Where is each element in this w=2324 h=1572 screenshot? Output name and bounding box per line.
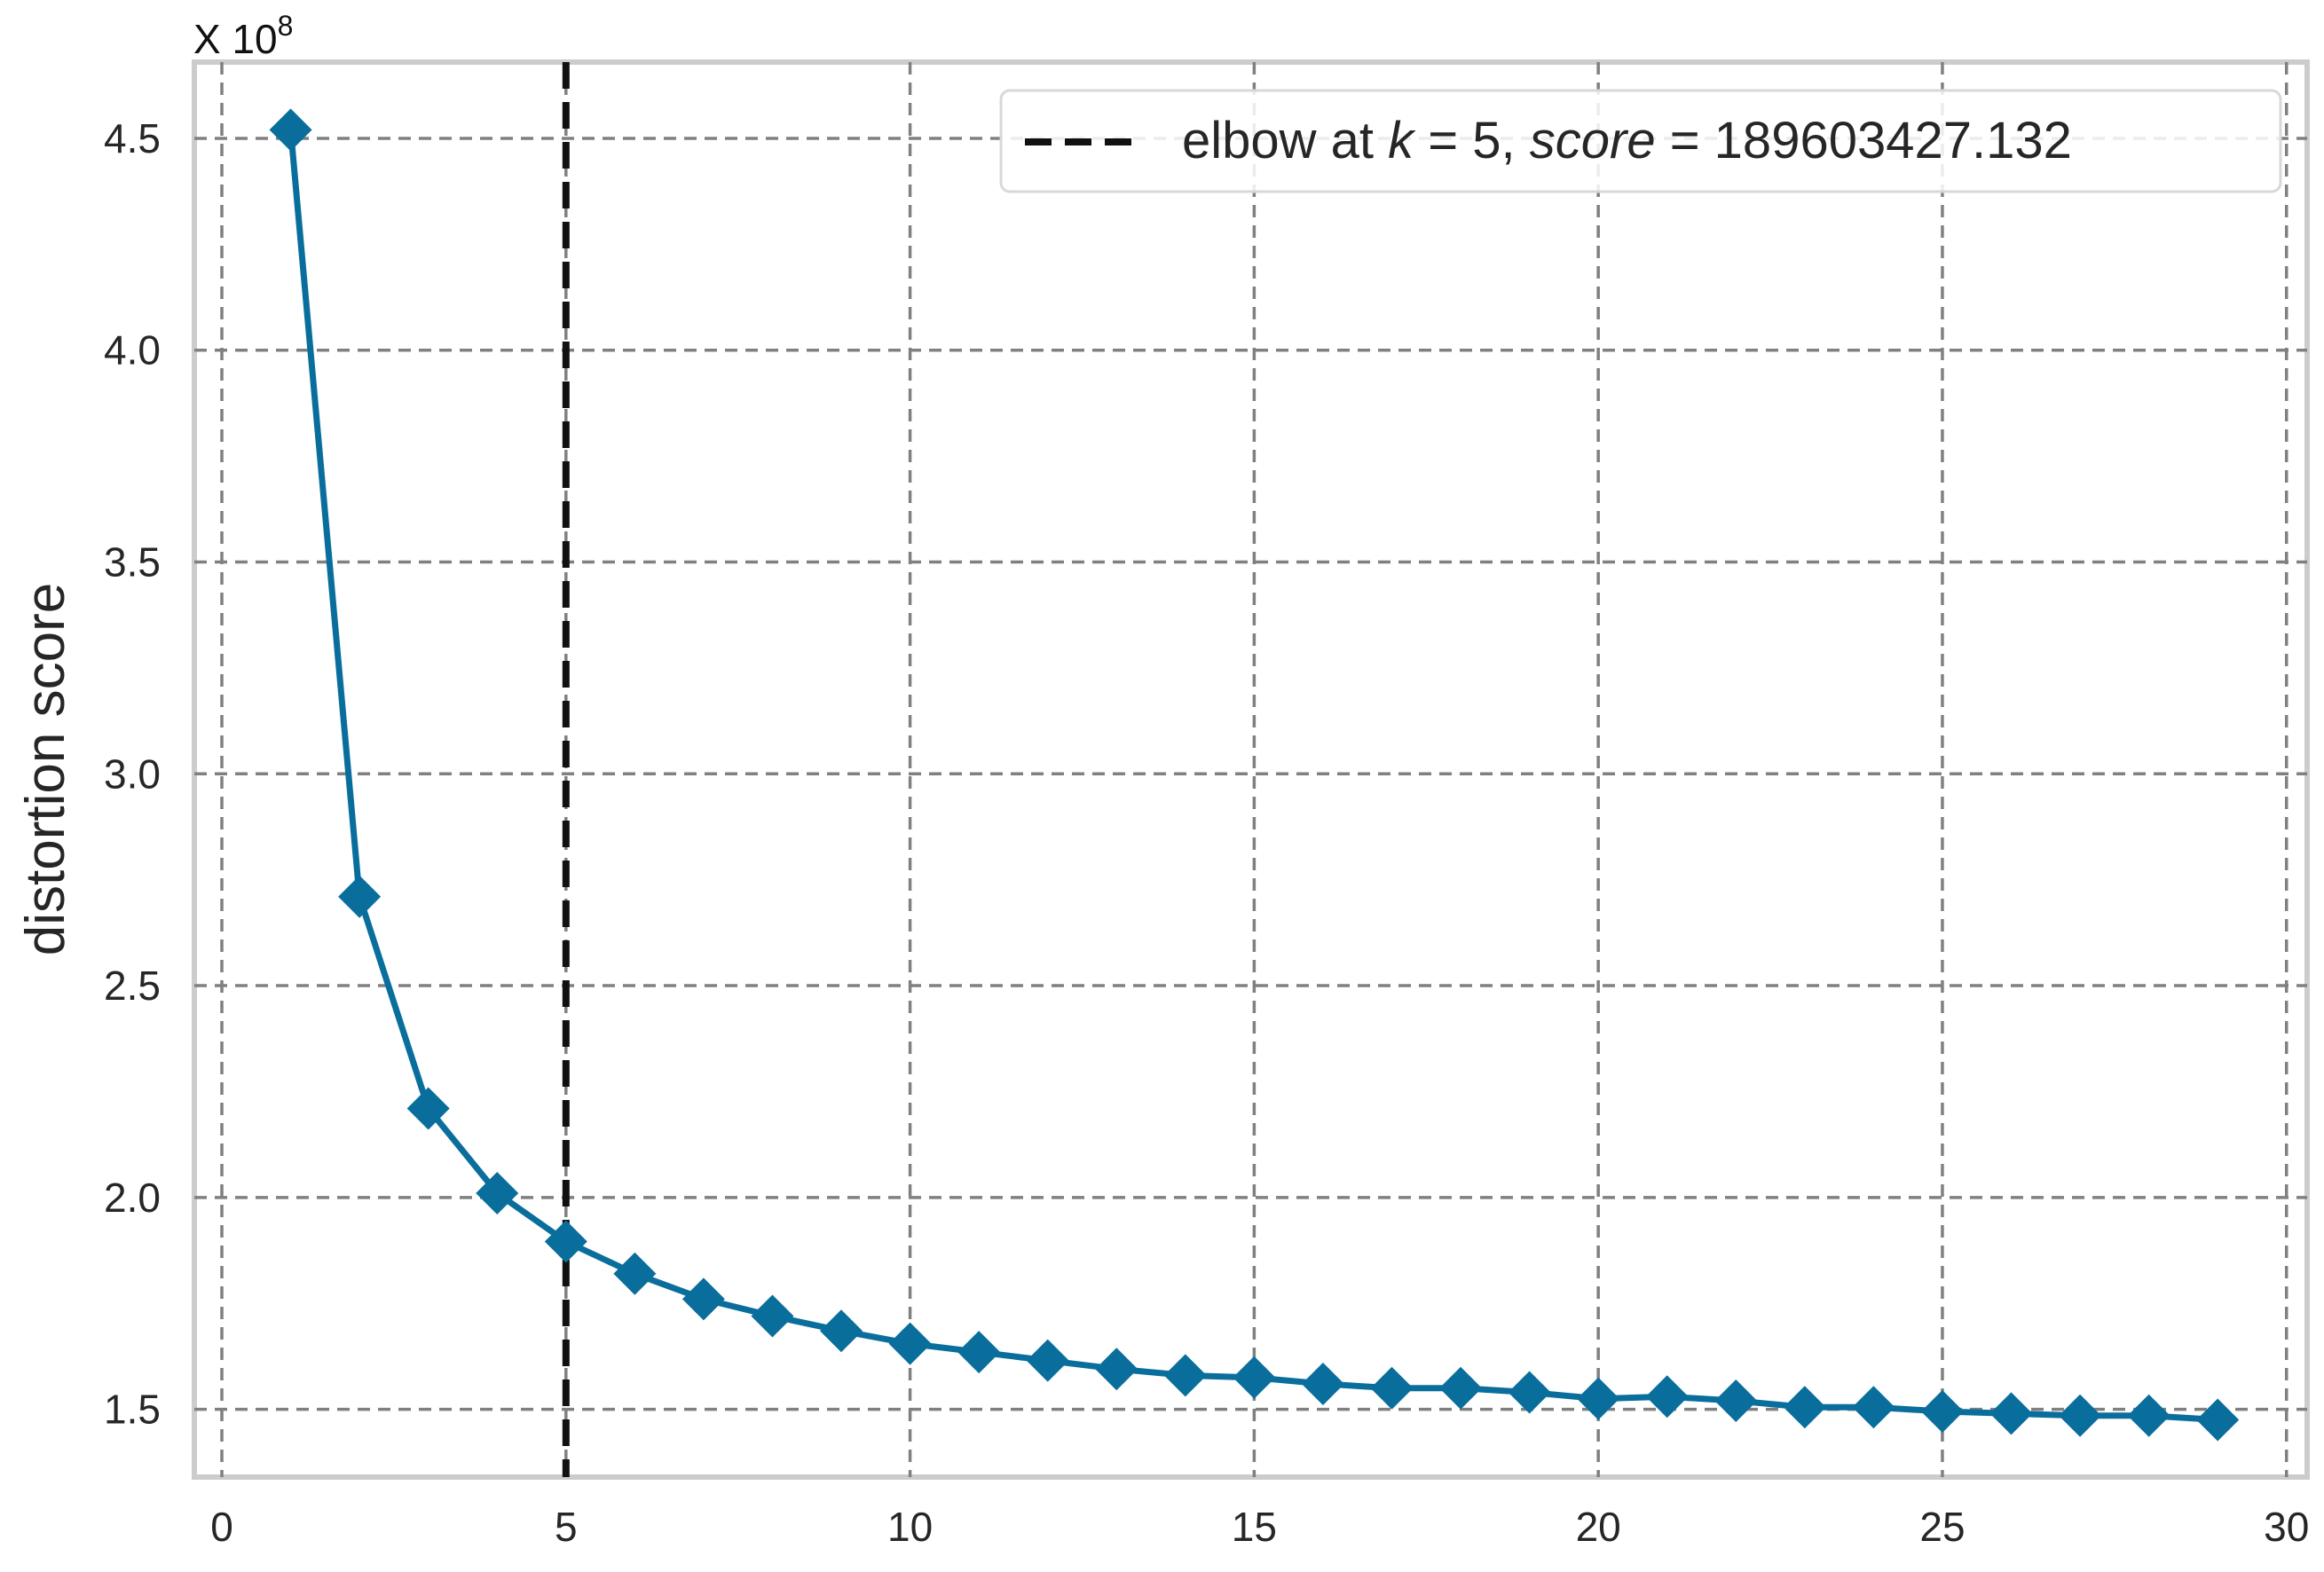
data-point (1783, 1386, 1826, 1429)
y-tick-label: 4.5 (104, 115, 161, 161)
data-point (1920, 1389, 1964, 1433)
data-point (1714, 1379, 1758, 1423)
data-point (1852, 1386, 1895, 1429)
data-point (1095, 1348, 1138, 1391)
data-point (2127, 1394, 2170, 1437)
x-tick-label: 30 (2264, 1504, 2309, 1550)
tick-labels: 0 5 10 15 20 25 30 1.5 2.0 2.5 3.0 3.5 4.0 4.5 (104, 115, 2309, 1550)
y-axis-label: distortion score (15, 583, 76, 955)
legend: elbow at k = 5, score = 189603427.132 (999, 89, 2282, 193)
data-point (338, 875, 382, 918)
data-point (1026, 1339, 1069, 1382)
data-point (1163, 1354, 1207, 1397)
data-point (1508, 1371, 1551, 1414)
data-point (681, 1277, 725, 1321)
x-tick-label: 25 (1919, 1504, 1965, 1550)
x-tick-label: 20 (1576, 1504, 1621, 1550)
y-axis-multiplier: X 108 (193, 10, 293, 62)
data-point (820, 1309, 863, 1353)
x-tick-label: 10 (887, 1504, 933, 1550)
data-point (269, 108, 312, 152)
x-tick-label: 0 (210, 1504, 233, 1550)
data-point (406, 1087, 450, 1130)
data-point (476, 1172, 519, 1215)
data-point (613, 1252, 657, 1295)
y-tick-label: 2.0 (104, 1175, 161, 1221)
y-tick-label: 2.5 (104, 963, 161, 1009)
data-point (1370, 1366, 1414, 1410)
data-point (1989, 1392, 2033, 1435)
legend-box (999, 89, 2282, 193)
data-point (2059, 1394, 2102, 1437)
data-point (1301, 1362, 1344, 1405)
y-tick-label: 3.0 (104, 751, 161, 797)
data-point (1577, 1377, 1620, 1420)
data-point (2196, 1398, 2240, 1442)
x-tick-label: 15 (1232, 1504, 1277, 1550)
data-point (1645, 1375, 1689, 1419)
x-tick-label: 5 (555, 1504, 578, 1550)
data-point (1233, 1356, 1276, 1399)
y-tick-label: 3.5 (104, 539, 161, 586)
series-group (269, 108, 2240, 1442)
data-point (1439, 1366, 1483, 1410)
data-point (957, 1331, 1001, 1374)
data-point (544, 1220, 587, 1263)
plot-frame (192, 59, 2310, 1480)
data-point (888, 1322, 932, 1365)
data-point (751, 1294, 794, 1338)
legend-elbow-label: elbow at k = 5, score = 189603427.132 (1182, 112, 2072, 169)
y-tick-label: 1.5 (104, 1387, 161, 1433)
y-tick-label: 4.0 (104, 327, 161, 373)
